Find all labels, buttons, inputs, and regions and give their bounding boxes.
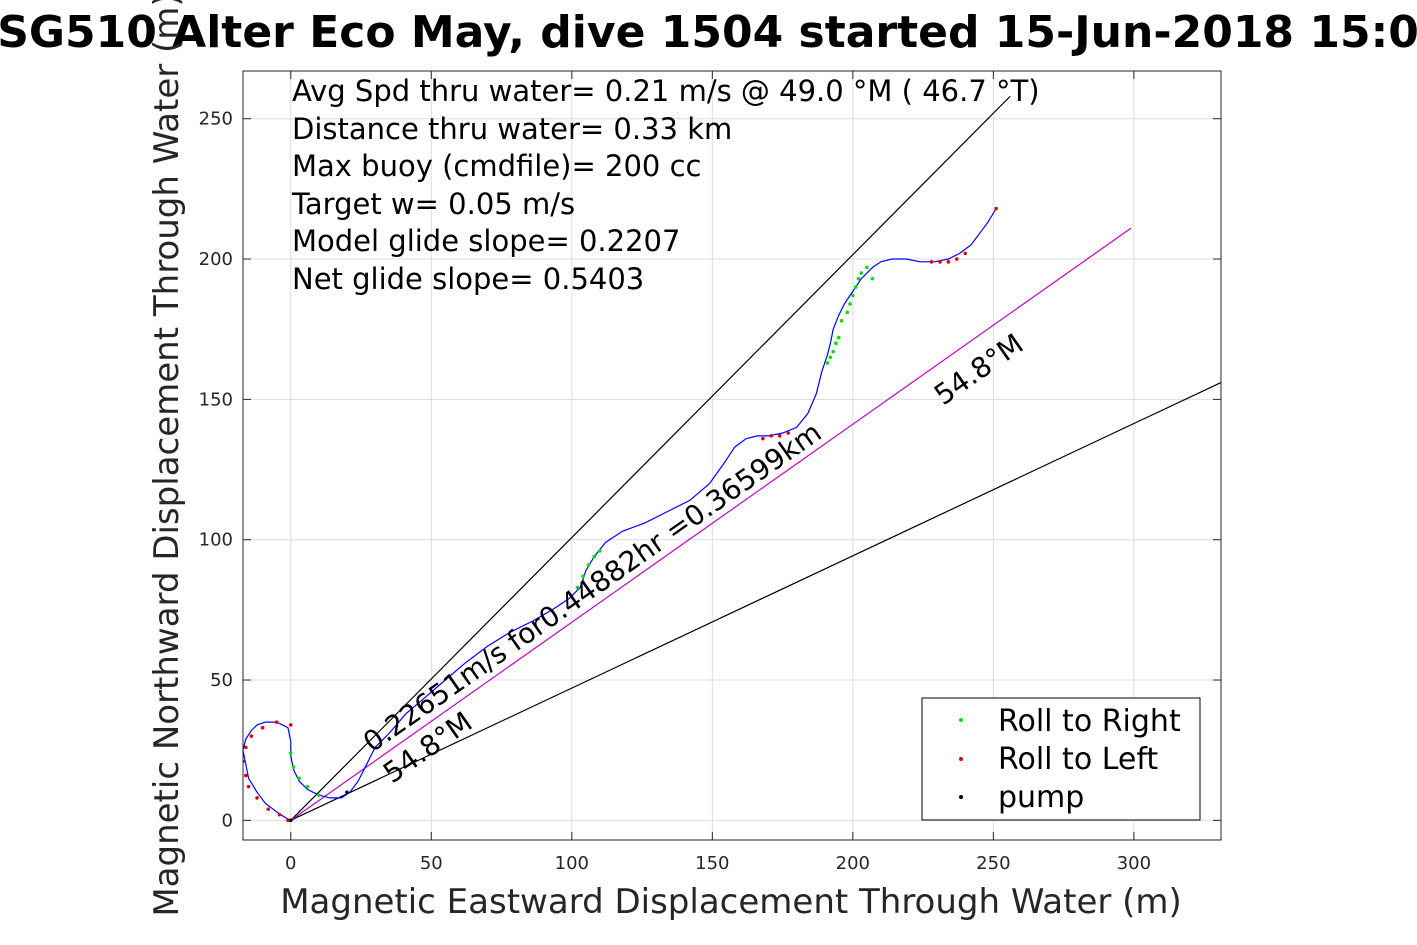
roll-right-point bbox=[848, 302, 852, 306]
stat-model-glide-slope: Model glide slope= 0.2207 bbox=[292, 224, 680, 258]
roll-right-point bbox=[592, 554, 597, 559]
roll-right-point bbox=[851, 293, 855, 298]
legend-label-roll-right: Roll to Right bbox=[998, 704, 1181, 739]
roll-left-point bbox=[288, 723, 293, 727]
roll-left-point bbox=[274, 720, 279, 724]
stat-target-w: Target w= 0.05 m/s bbox=[291, 187, 575, 221]
roll-left-point bbox=[277, 812, 282, 817]
roll-left-point bbox=[938, 260, 942, 264]
roll-left-point bbox=[994, 206, 998, 211]
reference-line-lower-bound bbox=[290, 381, 1221, 821]
roll-left-point bbox=[786, 431, 791, 435]
roll-left-point bbox=[246, 784, 251, 789]
x-tick-label: 200 bbox=[836, 853, 870, 874]
stat-avg-speed: Avg Spd thru water= 0.21 m/s @ 49.0 °M (… bbox=[292, 74, 1040, 108]
x-axis-label: Magnetic Eastward Displacement Through W… bbox=[280, 882, 1182, 922]
x-tick-label: 50 bbox=[420, 853, 443, 874]
roll-left-point bbox=[244, 773, 248, 778]
legend-label-pump: pump bbox=[998, 780, 1084, 815]
pump-point bbox=[288, 818, 293, 823]
pump-point bbox=[345, 790, 349, 795]
grid bbox=[243, 71, 1221, 840]
legend-marker-roll-left bbox=[959, 757, 963, 761]
roll-right-point bbox=[845, 310, 850, 315]
stat-distance: Distance thru water= 0.33 km bbox=[292, 112, 732, 146]
x-tick-label: 150 bbox=[695, 853, 729, 874]
x-tick-label: 250 bbox=[976, 853, 1010, 874]
reference-lines bbox=[290, 95, 1221, 821]
roll-right-point bbox=[317, 793, 321, 797]
roll-right-point bbox=[305, 784, 310, 789]
roll-right-point bbox=[288, 751, 293, 755]
stat-net-glide-slope: Net glide slope= 0.5403 bbox=[292, 262, 644, 296]
reference-line-heading-line bbox=[290, 227, 1132, 821]
x-tick-label: 300 bbox=[1117, 853, 1151, 874]
roll-left-point bbox=[946, 260, 951, 264]
roll-right-point bbox=[297, 776, 302, 781]
roll-left-point bbox=[955, 257, 959, 261]
x-tick-label: 100 bbox=[555, 853, 589, 874]
reference-line-upper-bound bbox=[290, 95, 1011, 821]
y-tick-label: 0 bbox=[222, 810, 233, 831]
plot-area bbox=[243, 95, 1221, 823]
legend-marker-pump bbox=[959, 795, 963, 799]
roll-left-point bbox=[286, 818, 290, 823]
y-tick-label: 100 bbox=[199, 530, 233, 551]
roll-right-point bbox=[291, 765, 296, 769]
roll-left-point bbox=[777, 434, 782, 438]
roll-right-point bbox=[839, 318, 844, 323]
roll-left-point bbox=[255, 796, 259, 800]
stat-max-buoy: Max buoy (cmdfile)= 200 cc bbox=[292, 149, 701, 183]
roll-left-point bbox=[244, 745, 248, 750]
plot-frame bbox=[242, 70, 1222, 841]
y-axis-label: Magnetic Northward Displacement Through … bbox=[147, 0, 187, 917]
markers-group bbox=[243, 206, 998, 823]
roll-right-point bbox=[581, 574, 585, 578]
legend-box bbox=[921, 697, 1201, 821]
roll-right-point bbox=[834, 341, 838, 346]
y-tick-label: 200 bbox=[199, 249, 233, 270]
roll-left-point bbox=[963, 251, 968, 256]
roll-right-point bbox=[870, 276, 875, 281]
roll-right-point bbox=[831, 349, 835, 354]
roll-right-point bbox=[575, 585, 580, 590]
roll-right-point bbox=[859, 271, 864, 275]
track-group bbox=[243, 208, 997, 821]
y-tick-label: 250 bbox=[199, 109, 233, 130]
roll-right-point bbox=[828, 355, 833, 360]
roll-left-point bbox=[929, 260, 934, 264]
roll-right-point bbox=[853, 285, 858, 289]
stats-block: Avg Spd thru water= 0.21 m/s @ 49.0 °M (… bbox=[291, 74, 1040, 296]
roll-left-point bbox=[260, 725, 265, 730]
y-tick-label: 150 bbox=[199, 389, 233, 410]
legend-marker-roll-right bbox=[959, 718, 963, 722]
roll-left-point bbox=[249, 734, 254, 738]
roll-left-point bbox=[266, 807, 271, 811]
roll-left-point bbox=[769, 434, 774, 438]
roll-right-point bbox=[825, 361, 830, 365]
roll-right-point bbox=[856, 276, 861, 281]
roll-right-point bbox=[836, 335, 841, 340]
roll-right-point bbox=[865, 265, 869, 270]
roll-right-point bbox=[586, 563, 591, 567]
y-ticks: 0 50 100 150 200 250 bbox=[199, 109, 1221, 831]
roll-right-point bbox=[598, 549, 602, 553]
legend: Roll to Right Roll to Left pump bbox=[921, 697, 1201, 821]
x-ticks: 0 50 100 150 200 250 300 bbox=[285, 71, 1151, 874]
x-tick-label: 0 bbox=[285, 853, 296, 874]
legend-label-roll-left: Roll to Left bbox=[998, 742, 1158, 777]
roll-left-point bbox=[761, 436, 765, 441]
y-tick-label: 50 bbox=[210, 670, 233, 691]
glider-track bbox=[243, 208, 997, 821]
chart-title: SG510 Alter Eco May, dive 1504 started 1… bbox=[0, 7, 1417, 58]
